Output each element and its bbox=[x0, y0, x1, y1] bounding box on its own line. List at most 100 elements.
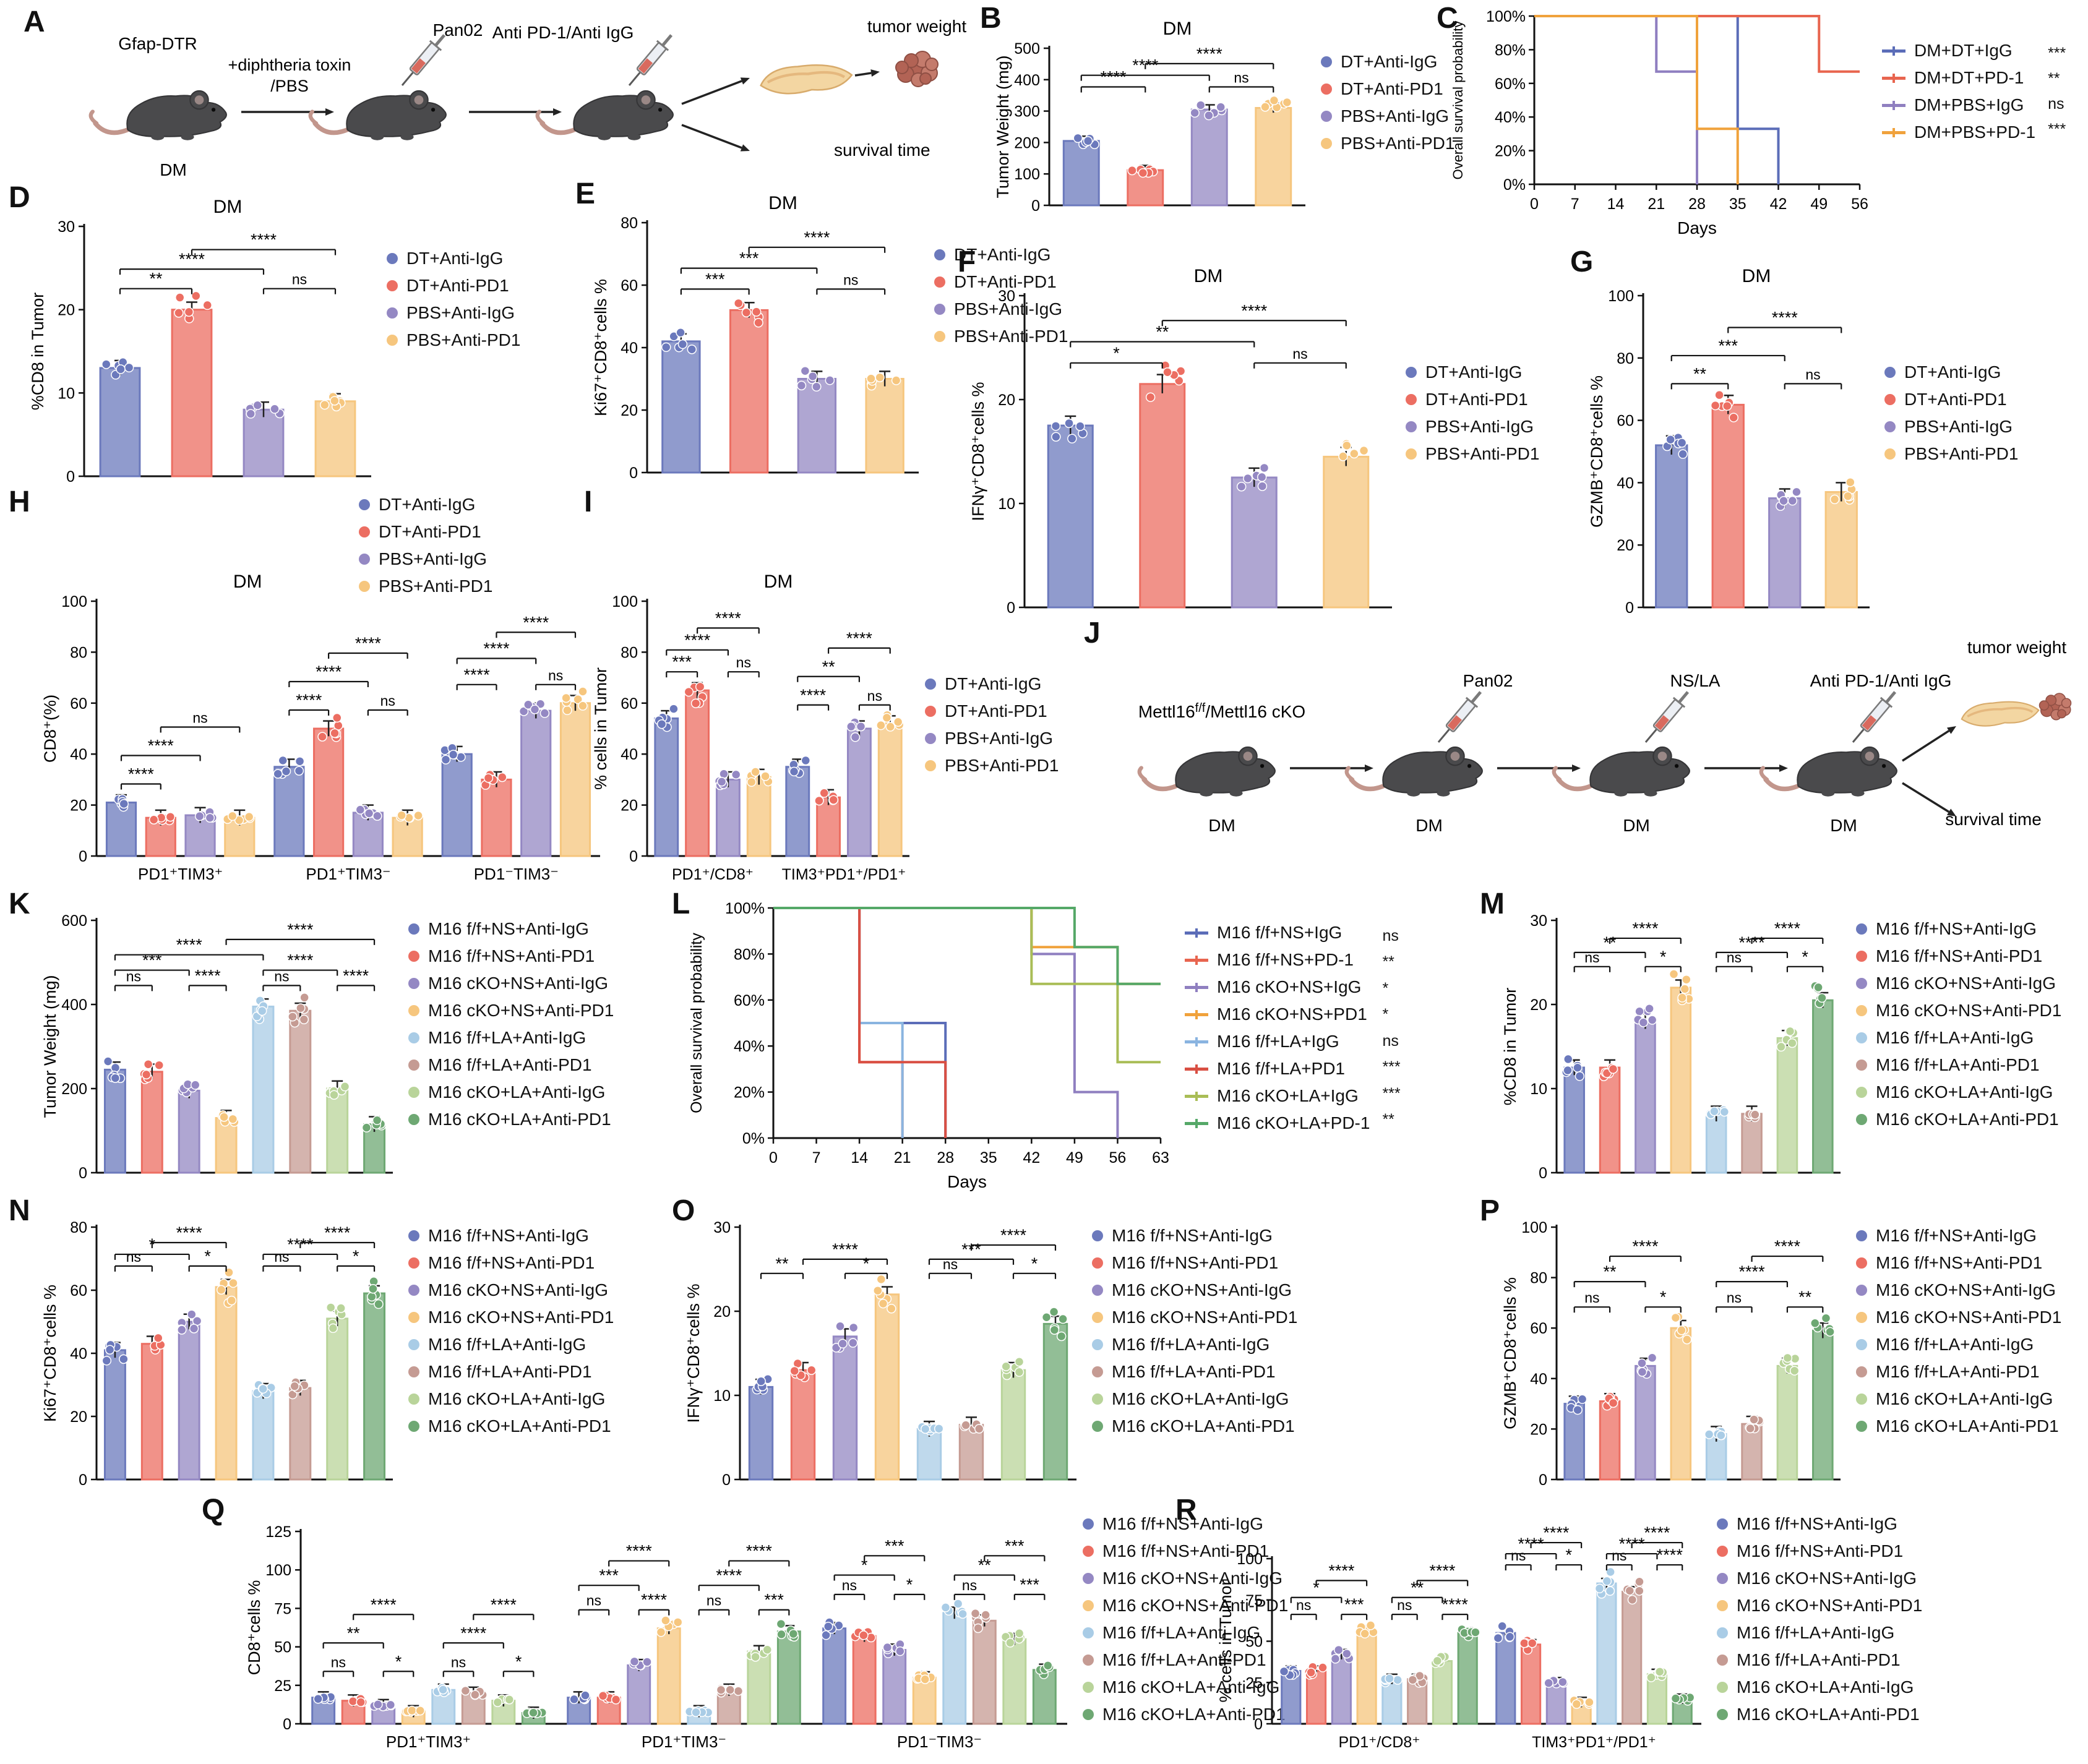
svg-text:****: **** bbox=[1739, 1262, 1766, 1281]
legend-dot-marker bbox=[1321, 83, 1332, 95]
legend-item: M16 cKO+NS+Anti-IgG bbox=[1856, 1280, 2061, 1300]
legend-item: M16 f/f+LA+Anti-IgG bbox=[1083, 1623, 1288, 1643]
legend-item: M16 cKO+LA+Anti-PD1 bbox=[1717, 1705, 1922, 1724]
legend-label: DM+DT+PD-1 bbox=[1914, 68, 2024, 87]
svg-text:**: ** bbox=[978, 1556, 992, 1575]
legend-dot-marker bbox=[408, 1230, 419, 1241]
svg-text:21: 21 bbox=[1648, 195, 1665, 213]
legend-dot-marker bbox=[934, 249, 945, 260]
svg-text:80: 80 bbox=[70, 644, 87, 661]
svg-text:7: 7 bbox=[812, 1149, 821, 1167]
panel-f: 0 10 20 30 IFNγ⁺CD8⁺cells % DM * ns ** **** DT+An… bbox=[965, 259, 1584, 636]
panel-e: 0 20 40 60 80 Ki67⁺CD8⁺cells % DM *** ns *** **** … bbox=[588, 186, 1157, 501]
svg-text:ns: ns bbox=[1511, 1548, 1526, 1564]
svg-text:40: 40 bbox=[70, 1345, 87, 1363]
svg-text:0: 0 bbox=[1539, 1165, 1547, 1182]
legend-label: DM+DT+IgG bbox=[1914, 41, 2013, 60]
legend-label: M16 f/f+LA+PD1 bbox=[1217, 1059, 1346, 1078]
legend-significance-column: *** ** ns *** bbox=[2048, 45, 2066, 138]
legend-item: M16 f/f+NS+Anti-IgG bbox=[408, 919, 614, 939]
svg-text:****: **** bbox=[1772, 308, 1798, 327]
svg-text:****: **** bbox=[800, 686, 827, 704]
svg-text:35: 35 bbox=[1729, 195, 1746, 213]
svg-text:10: 10 bbox=[1530, 1081, 1547, 1098]
svg-text:PD1⁺/CD8⁺: PD1⁺/CD8⁺ bbox=[1339, 1734, 1420, 1751]
legend-m: M16 f/f+NS+Anti-IgG M16 f/f+NS+Anti-PD1 M1… bbox=[1856, 919, 2061, 1129]
legend-dot-marker bbox=[408, 1087, 419, 1098]
legend-item: PBS+Anti-PD1 bbox=[1884, 444, 2018, 464]
svg-text:42: 42 bbox=[1023, 1149, 1040, 1167]
legend-dot-marker bbox=[1321, 111, 1332, 122]
svg-text:100: 100 bbox=[1237, 1551, 1263, 1568]
svg-text:20: 20 bbox=[70, 1408, 87, 1426]
svg-text:49: 49 bbox=[1066, 1149, 1083, 1167]
svg-text:****: **** bbox=[324, 1223, 351, 1242]
svg-text:ns: ns bbox=[1292, 346, 1307, 362]
legend-item: M16 cKO+NS+Anti-PD1 bbox=[1717, 1596, 1922, 1616]
legend-dot-marker bbox=[1856, 1421, 1867, 1432]
legend-dot-marker bbox=[387, 335, 398, 346]
svg-text:ns: ns bbox=[126, 968, 141, 984]
chart-l-survival: 0% 20% 40% 60% 80% 100% 0 7 14 21 28 35 42 49 56 63 Over… bbox=[688, 900, 1169, 1191]
svg-text:40: 40 bbox=[1617, 474, 1634, 492]
svg-text:30: 30 bbox=[998, 288, 1015, 305]
panel-label-h: H bbox=[9, 486, 30, 518]
svg-text:tumor weight: tumor weight bbox=[1967, 638, 2067, 657]
svg-text:0: 0 bbox=[1530, 195, 1539, 213]
legend-item: M16 cKO+LA+Anti-IgG bbox=[408, 1082, 614, 1102]
legend-item: DT+Anti-PD1 bbox=[1321, 79, 1454, 99]
legend-item: PBS+Anti-PD1 bbox=[1406, 444, 1539, 464]
svg-text:49: 49 bbox=[1810, 195, 1828, 213]
legend-label: DM+PBS+PD-1 bbox=[1914, 122, 2036, 142]
svg-text:PD1⁺TIM3⁻: PD1⁺TIM3⁻ bbox=[306, 865, 390, 883]
legend-item: M16 f/f+NS+Anti-IgG bbox=[1856, 919, 2061, 939]
svg-text:****: **** bbox=[715, 609, 742, 627]
legend-item: M16 f/f+LA+Anti-PD1 bbox=[1856, 1055, 2061, 1075]
svg-text:DM: DM bbox=[1623, 816, 1650, 835]
legend-line-marker bbox=[1185, 1009, 1208, 1019]
legend-dot-marker bbox=[408, 1285, 419, 1296]
svg-text:ns: ns bbox=[943, 1256, 958, 1272]
svg-text:ns: ns bbox=[736, 654, 751, 670]
panel-r: 0 25 50 75 100% cells in Tumor PD1⁺/CD8⁺ TIM3⁺… bbox=[1213, 1509, 2088, 1763]
legend-item: M16 f/f+NS+IgG bbox=[1185, 923, 1370, 943]
svg-text:DM: DM bbox=[1194, 266, 1223, 286]
svg-text:100: 100 bbox=[612, 593, 638, 610]
legend-label: M16 f/f+LA+Anti-IgG bbox=[428, 1028, 586, 1047]
svg-text:0: 0 bbox=[79, 1165, 87, 1182]
legend-dot-marker bbox=[1856, 1114, 1867, 1125]
legend-item: M16 cKO+NS+Anti-PD1 bbox=[1856, 1308, 2061, 1327]
svg-text:****: **** bbox=[1632, 919, 1659, 938]
legend-label: M16 cKO+LA+Anti-PD1 bbox=[1876, 1110, 2059, 1129]
panel-n: 0 20 40 60 80 Ki67⁺CD8⁺cells % ns * ns * **** **** *… bbox=[37, 1205, 656, 1508]
legend-item: M16 f/f+LA+Anti-PD1 bbox=[1083, 1650, 1288, 1670]
svg-text:***: *** bbox=[764, 1591, 784, 1609]
legend-dot-marker bbox=[934, 304, 945, 315]
legend-label: M16 cKO+LA+Anti-IgG bbox=[428, 1082, 606, 1102]
svg-text:Anti PD-1/Anti IgG: Anti PD-1/Anti IgG bbox=[1810, 671, 1952, 690]
svg-text:****: **** bbox=[804, 228, 830, 247]
legend-label: M16 f/f+LA+Anti-PD1 bbox=[1737, 1650, 1901, 1669]
legend-dot-marker bbox=[408, 1394, 419, 1405]
legend-dot-marker bbox=[1406, 448, 1417, 460]
legend-item: M16 cKO+LA+Anti-PD1 bbox=[408, 1110, 614, 1129]
legend-dot-marker bbox=[1717, 1518, 1728, 1530]
legend-label: DT+Anti-PD1 bbox=[1904, 390, 2007, 409]
svg-text:ns: ns bbox=[1397, 1597, 1412, 1613]
legend-n: M16 f/f+NS+Anti-IgG M16 f/f+NS+Anti-PD1 M1… bbox=[408, 1226, 614, 1436]
svg-text:Pan02: Pan02 bbox=[433, 20, 483, 40]
legend-item: M16 cKO+NS+Anti-PD1 bbox=[1092, 1308, 1297, 1327]
legend-label: DT+Anti-IgG bbox=[379, 495, 476, 514]
legend-dot-marker bbox=[408, 1366, 419, 1377]
legend-item: M16 cKO+LA+Anti-IgG bbox=[1083, 1677, 1288, 1697]
legend-label: PBS+Anti-IgG bbox=[1904, 417, 2013, 436]
legend-line-marker bbox=[1185, 1091, 1208, 1101]
legend-item: M16 cKO+LA+Anti-IgG bbox=[408, 1389, 614, 1409]
panel-label-j: J bbox=[1084, 617, 1101, 649]
svg-text:****: **** bbox=[1644, 1523, 1670, 1542]
legend-dot-marker bbox=[408, 923, 419, 935]
legend-item: M16 cKO+NS+Anti-IgG bbox=[1083, 1569, 1288, 1588]
svg-text:30: 30 bbox=[1530, 912, 1547, 930]
svg-text:75: 75 bbox=[1245, 1592, 1263, 1609]
svg-text:50: 50 bbox=[1245, 1633, 1263, 1651]
